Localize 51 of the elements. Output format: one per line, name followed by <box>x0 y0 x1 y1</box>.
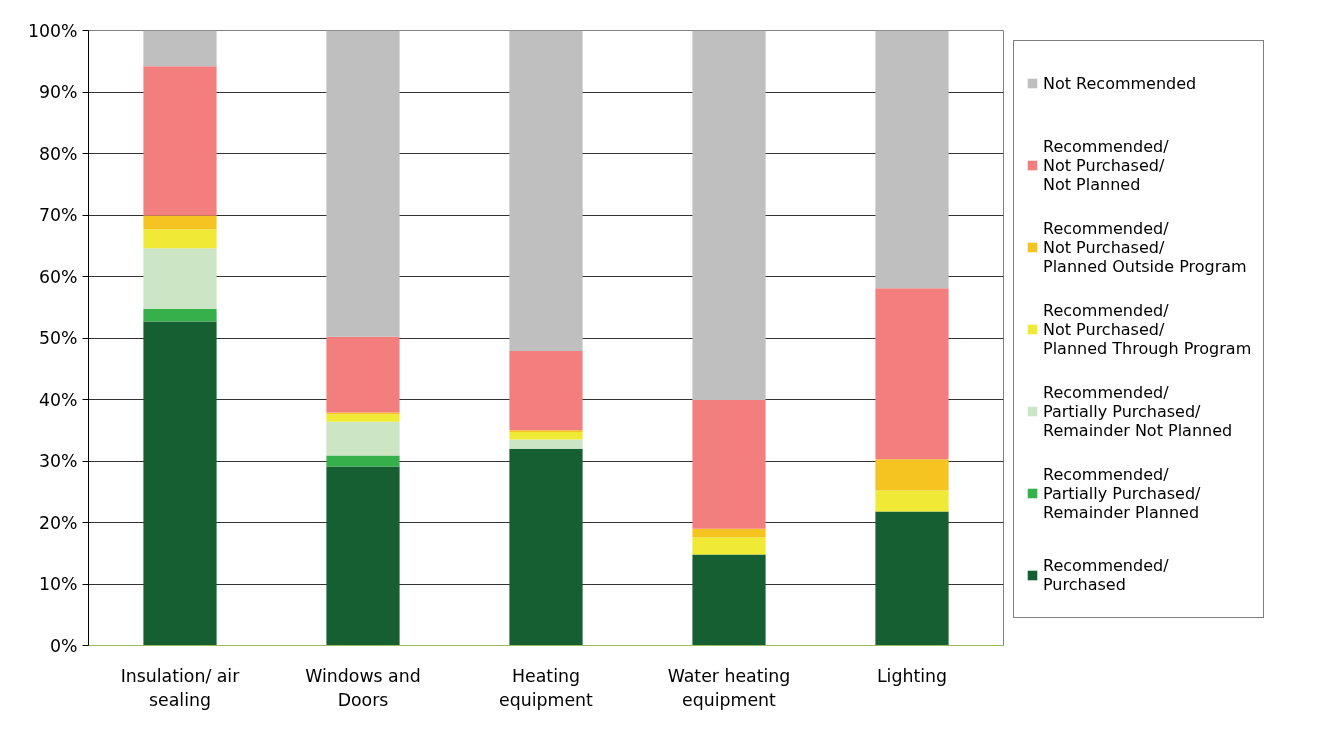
bar <box>875 490 949 512</box>
y-tick-label: 40% <box>38 389 78 410</box>
bar <box>143 215 217 230</box>
x-tick-label: Water heating equipment <box>667 665 791 710</box>
legend-label: Recommended/ Not Purchased/ Not Planned <box>1043 135 1169 195</box>
bar <box>509 432 583 440</box>
legend-label: Recommended/ Partially Purchased/ Remainder Planned <box>1043 463 1201 523</box>
bar <box>875 511 949 646</box>
bar <box>875 30 949 289</box>
bar <box>326 455 400 467</box>
bar <box>509 439 583 449</box>
bar <box>509 448 583 646</box>
y-tick-label: 80% <box>38 143 78 164</box>
y-tick-label: 100% <box>27 20 78 41</box>
bar <box>143 229 217 249</box>
bar <box>326 336 400 413</box>
x-tick-label: Windows and Doors <box>305 665 421 710</box>
bar <box>509 350 583 431</box>
bar <box>692 554 766 646</box>
x-tick-label: Heating equipment <box>499 665 594 710</box>
bar <box>143 309 217 322</box>
bar <box>875 288 949 460</box>
y-tick-label: 10% <box>38 574 78 594</box>
y-tick-label: 20% <box>38 512 78 533</box>
legend-label: Recommended/ Not Purchased/ Planned Through Program <box>1043 299 1252 359</box>
x-tick-label: Lighting <box>876 665 948 686</box>
bar <box>692 30 766 401</box>
legend-label: Not Recommended <box>1043 72 1197 95</box>
bar <box>326 466 400 646</box>
legend-label: Recommended/ Partially Purchased/ Remainder Not Planned <box>1043 381 1233 441</box>
y-tick-label: 90% <box>38 82 78 102</box>
bar <box>692 537 766 555</box>
y-tick-label: 60% <box>38 266 78 287</box>
bar <box>326 421 400 456</box>
bar <box>509 30 583 351</box>
bar <box>143 321 217 646</box>
y-tick-label: 0% <box>50 635 78 656</box>
x-tick-label: Insulation/ air sealing <box>120 665 241 710</box>
bar <box>326 414 400 422</box>
y-tick-label: 70% <box>38 205 78 225</box>
y-tick-label: 50% <box>38 328 78 348</box>
bar <box>143 248 217 310</box>
bar <box>692 528 766 538</box>
legend-label: Recommended/ Not Purchased/ Planned Outside Program <box>1043 217 1247 277</box>
bar <box>143 30 217 67</box>
legend-label: Recommended/ Purchased <box>1043 555 1169 596</box>
y-tick-label: 30% <box>38 451 78 471</box>
bar <box>692 400 766 529</box>
bar <box>143 66 217 216</box>
bar <box>875 459 949 491</box>
bar <box>326 30 400 337</box>
